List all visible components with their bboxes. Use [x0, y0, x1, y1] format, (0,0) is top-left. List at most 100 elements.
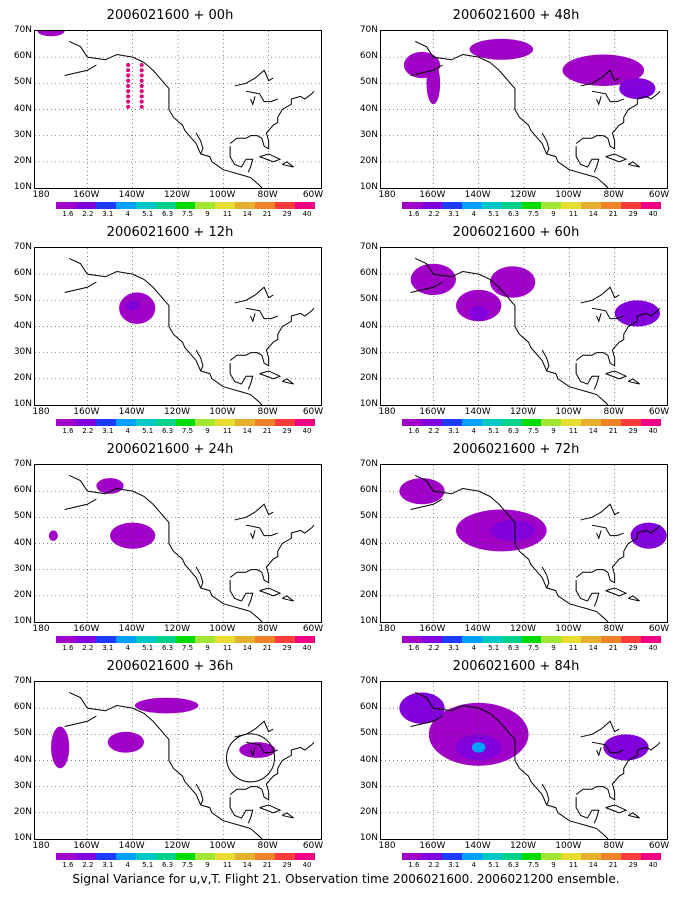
longitude-label: 100W [209, 624, 236, 634]
colorbar-label: 2.2 [82, 861, 94, 869]
coastline [250, 530, 256, 540]
colorbar-label: 2.2 [82, 427, 94, 435]
map-svg [35, 31, 321, 188]
longitude-label: 80W [257, 624, 278, 634]
coastline [282, 595, 294, 602]
latitude-label: 60N [359, 268, 378, 279]
colorbar-label: 29 [628, 644, 638, 652]
coastline [229, 363, 254, 390]
colorbar-label: 29 [282, 210, 292, 218]
longitude-label: 60W [648, 407, 670, 417]
colorbar-swatch [621, 636, 642, 643]
longitude-label: 140W [118, 624, 145, 634]
colorbar-swatch [255, 853, 276, 860]
colorbar-swatch [275, 419, 296, 426]
longitude-label: 100W [555, 841, 582, 851]
colorbar-label: 14 [588, 427, 598, 435]
coastline [282, 378, 294, 385]
longitude-label: 140W [464, 407, 491, 417]
colorbar-label: 5.1 [488, 210, 500, 218]
latitude-label: 70N [13, 459, 32, 469]
colorbar-swatch [295, 202, 315, 209]
longitude-label: 60W [302, 624, 324, 634]
latitude-label: 30N [13, 346, 32, 357]
colorbar-swatch [481, 636, 502, 643]
colorbar-label: 6.3 [507, 861, 520, 869]
panel-title: 2006021600 + 12h [106, 225, 234, 240]
colorbar-label: 5.1 [488, 861, 500, 869]
colorbar-label: 6.3 [161, 210, 174, 218]
colorbar-swatch [521, 419, 542, 426]
colorbar-swatch [275, 853, 296, 860]
coastline [414, 475, 609, 622]
latitude-label: 40N [13, 103, 32, 114]
longitude-label: 160W [73, 841, 100, 851]
colorbar-swatch [561, 853, 582, 860]
colorbar-swatch [115, 853, 136, 860]
colorbar-swatch [215, 636, 236, 643]
coastline [414, 41, 609, 188]
colorbar-label: 5.1 [142, 210, 154, 218]
coastline [541, 783, 550, 806]
colorbar-swatch [155, 419, 176, 426]
colorbar-swatch [95, 202, 116, 209]
colorbar-swatch [235, 853, 256, 860]
coastline [410, 715, 443, 727]
coastline [282, 812, 294, 819]
colorbar-label: 14 [588, 644, 598, 652]
coastline [410, 281, 443, 293]
latitude-label: 10N [13, 182, 32, 192]
variance-region [469, 305, 488, 322]
colorbar-swatch [235, 202, 256, 209]
colorbar-swatch [481, 202, 502, 209]
latitude-label: 20N [13, 589, 32, 600]
observation-point [126, 94, 131, 99]
colorbar-label: 1.6 [62, 210, 74, 218]
longitude-label: 80W [603, 407, 624, 417]
coastline [410, 498, 443, 510]
variance-region [107, 731, 144, 753]
colorbar-swatch [115, 419, 136, 426]
longitude-label: 180 [378, 190, 396, 200]
variance-region [51, 726, 70, 769]
coastline [195, 566, 204, 589]
coastline [575, 307, 661, 367]
colorbar-swatch [56, 636, 76, 643]
coastline [628, 812, 640, 819]
coastline [250, 747, 256, 757]
colorbar-swatch [155, 636, 176, 643]
colorbar-label: 21 [608, 644, 618, 652]
colorbar-swatch [541, 419, 562, 426]
coastline [580, 69, 620, 87]
colorbar-label: 9 [551, 644, 556, 652]
colorbar-swatch [56, 419, 76, 426]
coastline [64, 715, 97, 727]
colorbar-label: 1.6 [408, 210, 420, 218]
coastline [410, 64, 443, 76]
colorbar-label: 1.6 [62, 644, 74, 652]
observation-point [139, 83, 144, 88]
colorbar [56, 202, 315, 209]
longitude-label: 60W [302, 841, 324, 851]
coastline [591, 741, 624, 754]
coastline [259, 153, 282, 163]
latitude-label: 40N [359, 320, 378, 331]
colorbar-label: 7.5 [181, 644, 194, 652]
colorbar-label: 14 [588, 861, 598, 869]
colorbar [402, 202, 661, 209]
colorbar-label: 29 [282, 644, 292, 652]
longitude-label: 120W [509, 407, 537, 417]
longitude-label: 160W [419, 190, 446, 200]
colorbar-swatch [215, 419, 236, 426]
latitude-label: 60N [13, 702, 32, 713]
latitude-label: 20N [359, 806, 378, 817]
colorbar-label: 14 [588, 210, 598, 218]
latitude-label: 30N [359, 129, 378, 140]
variance-region [603, 734, 649, 761]
coastline [234, 503, 274, 521]
longitude-label: 180 [378, 624, 396, 634]
colorbar-swatch [75, 202, 96, 209]
colorbar-label: 21 [608, 210, 618, 218]
coastline [414, 258, 609, 405]
colorbar-swatch [95, 853, 116, 860]
